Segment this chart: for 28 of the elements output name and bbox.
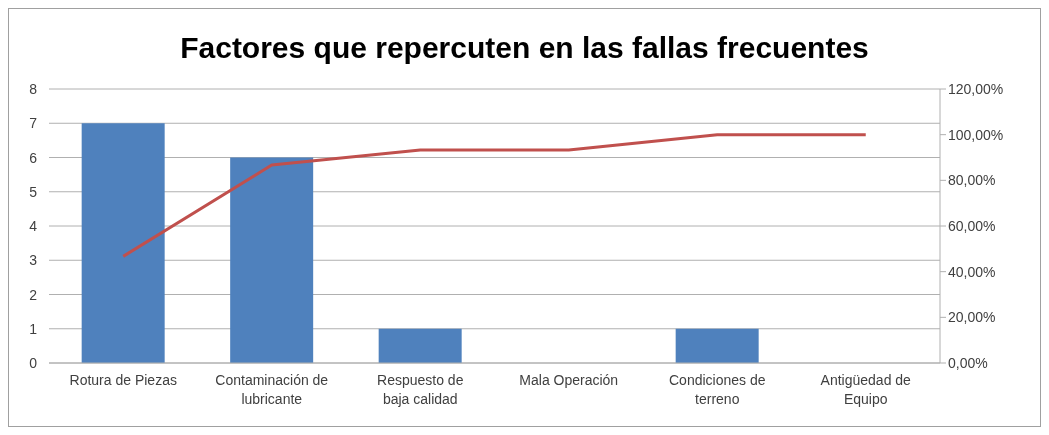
y2-tick-label: 20,00% bbox=[948, 309, 996, 326]
x-tick-label: Contaminación de lubricante bbox=[215, 372, 329, 407]
y2-tick-label: 60,00% bbox=[948, 217, 996, 234]
bar bbox=[378, 328, 462, 363]
y2-tick-label: 120,00% bbox=[948, 80, 1004, 97]
y-tick-label: 1 bbox=[29, 320, 38, 337]
x-tick-label: Antigüedad de Equipo bbox=[820, 372, 912, 407]
bar bbox=[81, 123, 165, 363]
y2-tick-label: 80,00% bbox=[948, 172, 996, 189]
y-tick-label: 4 bbox=[29, 218, 38, 234]
line-series bbox=[121, 133, 868, 258]
y-tick-label: 7 bbox=[29, 115, 38, 132]
y-tick-label: 2 bbox=[29, 286, 38, 303]
x-tick-label: Mala Operación bbox=[519, 372, 619, 388]
y-tick-label: 6 bbox=[29, 149, 38, 166]
y2-tick-label: 0,00% bbox=[948, 354, 988, 371]
x-tick-label: Condiciones de terreno bbox=[668, 372, 766, 407]
y-tick-label: 0 bbox=[29, 355, 38, 371]
chart-title: Factores que repercuten en las fallas frecuentes bbox=[179, 30, 870, 66]
y-tick-label: 3 bbox=[29, 252, 38, 269]
y2-tick-label: 100,00% bbox=[948, 126, 1004, 143]
bar bbox=[675, 328, 759, 363]
y-tick-label: 5 bbox=[29, 183, 38, 200]
x-tick-label: Respuesto de baja calidad bbox=[377, 372, 464, 407]
x-tick-label: Rotura de Piezas bbox=[69, 372, 177, 388]
y2-tick-label: 40,00% bbox=[948, 263, 996, 280]
y-tick-label: 8 bbox=[29, 81, 38, 97]
bar bbox=[230, 157, 314, 363]
